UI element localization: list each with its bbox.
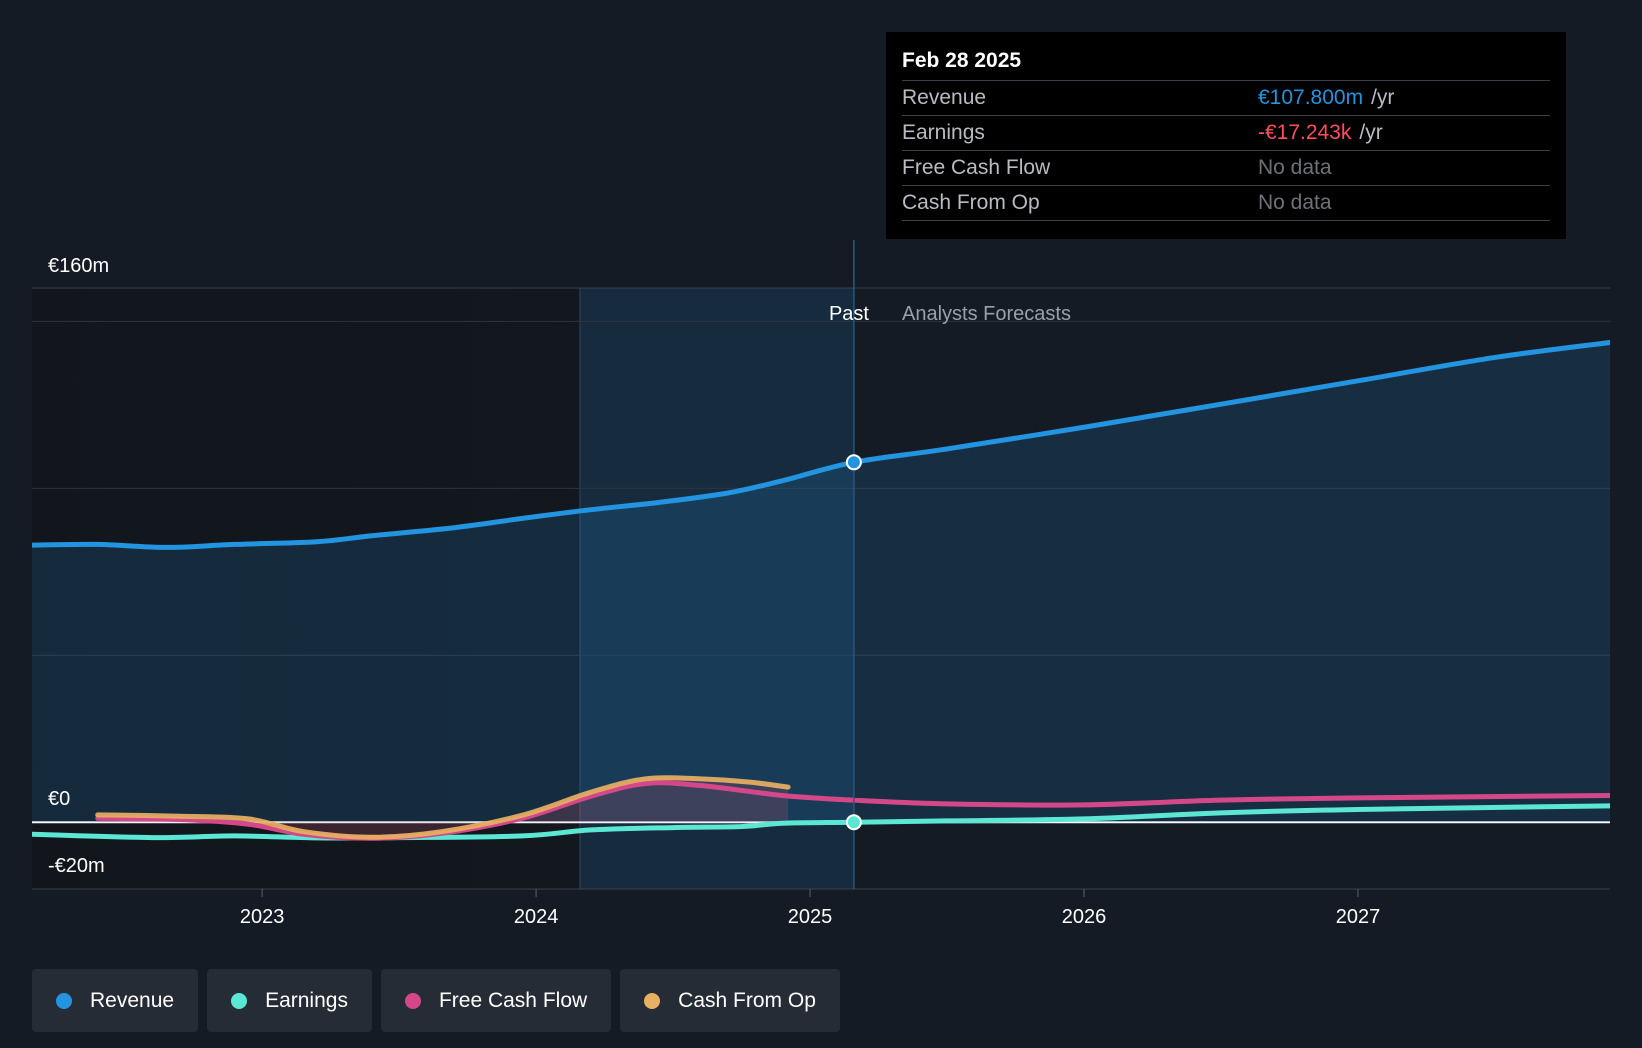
legend-label: Cash From Op — [678, 988, 816, 1012]
revenue-marker — [845, 454, 862, 471]
x-tick-label: 2025 — [788, 906, 833, 928]
chart-legend: Revenue Earnings Free Cash Flow Cash Fro… — [32, 969, 840, 1032]
tooltip-row-revenue: Revenue €107.800m /yr — [902, 80, 1550, 115]
tooltip-row-label: Cash From Op — [902, 191, 1040, 214]
x-tick-label: 2027 — [1336, 906, 1381, 928]
earnings-marker — [845, 814, 862, 831]
legend-label: Earnings — [265, 988, 348, 1012]
free-cash-flow-line — [95, 780, 1610, 841]
past-region — [32, 288, 580, 889]
revenue-line — [32, 339, 1610, 550]
legend-dot-icon — [56, 992, 72, 1009]
legend-item-cash-from-op[interactable]: Cash From Op — [620, 969, 840, 1032]
tooltip-row-value: €107.800m — [1258, 86, 1364, 109]
tooltip-row-cash-from-op: Cash From Op No data — [902, 185, 1550, 221]
past-label: Past — [829, 303, 869, 325]
tooltip-row-value: No data — [1258, 156, 1332, 179]
data-tooltip: Feb 28 2025 Revenue €107.800m /yr Earnin… — [886, 32, 1566, 239]
tooltip-row-value: -€17.243k — [1258, 121, 1352, 144]
tooltip-row-free-cash-flow: Free Cash Flow No data — [902, 150, 1550, 185]
tooltip-row-unit: /yr — [1371, 86, 1395, 109]
legend-item-revenue[interactable]: Revenue — [32, 969, 199, 1032]
legend-dot-icon — [404, 992, 421, 1009]
x-tick-label: 2026 — [1062, 906, 1107, 928]
tooltip-row-value: No data — [1258, 191, 1332, 214]
y-axis-label-top: €160m — [48, 255, 109, 277]
legend-item-free-cash-flow[interactable]: Free Cash Flow — [380, 969, 612, 1032]
earnings-line — [32, 803, 1610, 841]
tooltip-row-unit: /yr — [1359, 121, 1383, 144]
legend-item-earnings[interactable]: Earnings — [207, 969, 372, 1032]
tooltip-row-label: Earnings — [902, 121, 985, 144]
tooltip-row-earnings: Earnings -€17.243k /yr — [902, 115, 1550, 150]
revenue-area — [32, 342, 1610, 823]
legend-dot-icon — [231, 992, 248, 1009]
legend-dot-icon — [644, 992, 661, 1009]
tooltip-row-label: Revenue — [902, 86, 987, 109]
legend-label: Free Cash Flow — [438, 988, 588, 1012]
x-tick-label: 2023 — [240, 906, 285, 928]
x-tick-label: 2024 — [514, 906, 559, 928]
cash-from-op-line — [95, 775, 791, 840]
y-axis-label-zero: €0 — [48, 788, 70, 810]
legend-label: Revenue — [90, 988, 175, 1012]
forecast-label: Analysts Forecasts — [902, 303, 1071, 325]
tooltip-row-label: Free Cash Flow — [902, 156, 1051, 179]
tooltip-date: Feb 28 2025 — [902, 49, 1022, 72]
y-axis-label-bottom: -€20m — [48, 855, 105, 877]
